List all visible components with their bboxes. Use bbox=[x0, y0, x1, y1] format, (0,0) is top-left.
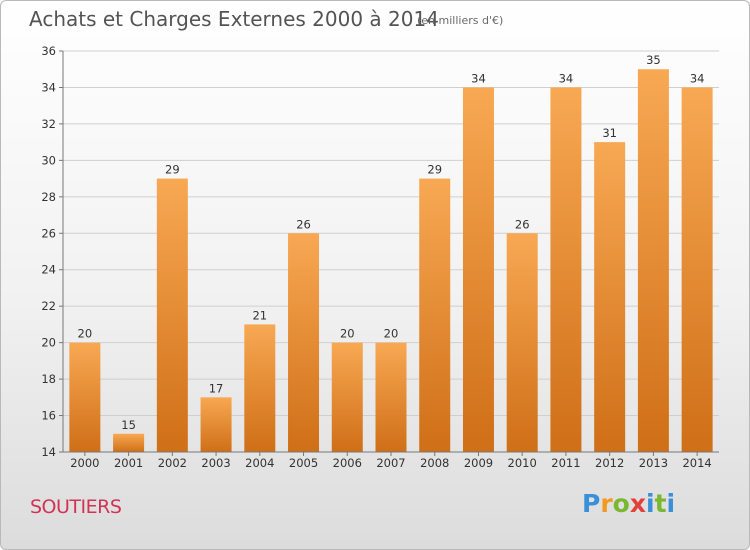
chart-title: Achats et Charges Externes 2000 à 2014 bbox=[29, 7, 439, 31]
bar[interactable] bbox=[637, 69, 669, 453]
commune-name: SOUTIERS bbox=[30, 496, 122, 518]
logo-letter: i bbox=[646, 489, 655, 518]
bar[interactable] bbox=[681, 87, 713, 453]
x-tick-label: 2013 bbox=[639, 456, 668, 470]
bar-value-label: 35 bbox=[646, 53, 661, 67]
bar[interactable] bbox=[594, 142, 626, 453]
y-tick-label: 14 bbox=[41, 445, 56, 459]
bar[interactable] bbox=[156, 178, 188, 452]
bar-value-label: 29 bbox=[427, 163, 442, 177]
x-tick-label: 2005 bbox=[289, 456, 318, 470]
logo-letter: r bbox=[600, 489, 613, 518]
x-tick-label: 2002 bbox=[158, 456, 187, 470]
bar[interactable] bbox=[419, 178, 451, 452]
logo-letter: t bbox=[654, 489, 667, 518]
y-tick-label: 20 bbox=[41, 336, 56, 350]
chart-subtitle: (en milliers d'€) bbox=[417, 14, 504, 27]
x-tick-label: 2007 bbox=[376, 456, 405, 470]
labels: 20 15 29 17 21 26 20 20 29 34 26 34 31 35 34 bbox=[78, 53, 705, 432]
bar-value-label: 20 bbox=[78, 327, 93, 341]
bar-value-label: 21 bbox=[252, 308, 267, 322]
bar[interactable] bbox=[244, 324, 276, 452]
axes: 14 16 18 20 22 24 26 28 30 32 34 36 2000 2001 2002 2003… bbox=[41, 44, 719, 470]
bar[interactable] bbox=[375, 342, 407, 452]
bars bbox=[69, 69, 713, 453]
x-tick-label: 2012 bbox=[595, 456, 624, 470]
x-tick-label: 2000 bbox=[70, 456, 99, 470]
bar-value-label: 31 bbox=[602, 126, 617, 140]
y-tick-label: 26 bbox=[41, 226, 56, 240]
bar[interactable] bbox=[331, 342, 363, 452]
bar[interactable] bbox=[288, 233, 320, 452]
logo-letter: P bbox=[582, 489, 601, 518]
x-tick-label: 2001 bbox=[114, 456, 143, 470]
bar[interactable] bbox=[113, 433, 145, 452]
x-tick-label: 2010 bbox=[508, 456, 537, 470]
bar-value-label: 29 bbox=[165, 163, 180, 177]
bar[interactable] bbox=[550, 87, 582, 453]
y-tick-label: 36 bbox=[41, 44, 56, 58]
bar-value-label: 34 bbox=[471, 71, 486, 85]
x-tick-label: 2006 bbox=[333, 456, 362, 470]
proxiti-logo[interactable]: Proxiti bbox=[582, 489, 675, 518]
bar-value-label: 34 bbox=[559, 71, 574, 85]
bar[interactable] bbox=[462, 87, 494, 453]
bar-value-label: 20 bbox=[340, 327, 355, 341]
y-tick-label: 22 bbox=[41, 299, 56, 313]
bar[interactable] bbox=[506, 233, 538, 452]
x-tick-label: 2004 bbox=[245, 456, 274, 470]
y-tick-label: 32 bbox=[41, 117, 56, 131]
x-tick-label: 2014 bbox=[682, 456, 711, 470]
logo-letter: i bbox=[666, 489, 676, 518]
x-tick-label: 2003 bbox=[201, 456, 230, 470]
y-tick-label: 24 bbox=[41, 263, 56, 277]
bar-value-label: 20 bbox=[384, 327, 399, 341]
y-tick-label: 28 bbox=[41, 190, 56, 204]
bar-value-label: 26 bbox=[515, 217, 530, 231]
y-tick-label: 16 bbox=[41, 409, 56, 423]
logo-letter: x bbox=[629, 489, 646, 518]
x-tick-label: 2009 bbox=[464, 456, 493, 470]
x-tick-label: 2008 bbox=[420, 456, 449, 470]
bar[interactable] bbox=[69, 342, 101, 452]
bar-value-label: 15 bbox=[121, 418, 136, 432]
bar[interactable] bbox=[200, 397, 232, 452]
bar-value-label: 34 bbox=[690, 71, 705, 85]
y-tick-label: 34 bbox=[41, 80, 56, 94]
logo-letter: o bbox=[612, 489, 630, 518]
bar-value-label: 17 bbox=[209, 381, 224, 395]
y-tick-label: 18 bbox=[41, 372, 56, 386]
bar-value-label: 26 bbox=[296, 217, 311, 231]
x-tick-label: 2011 bbox=[551, 456, 580, 470]
y-tick-label: 30 bbox=[41, 153, 56, 167]
